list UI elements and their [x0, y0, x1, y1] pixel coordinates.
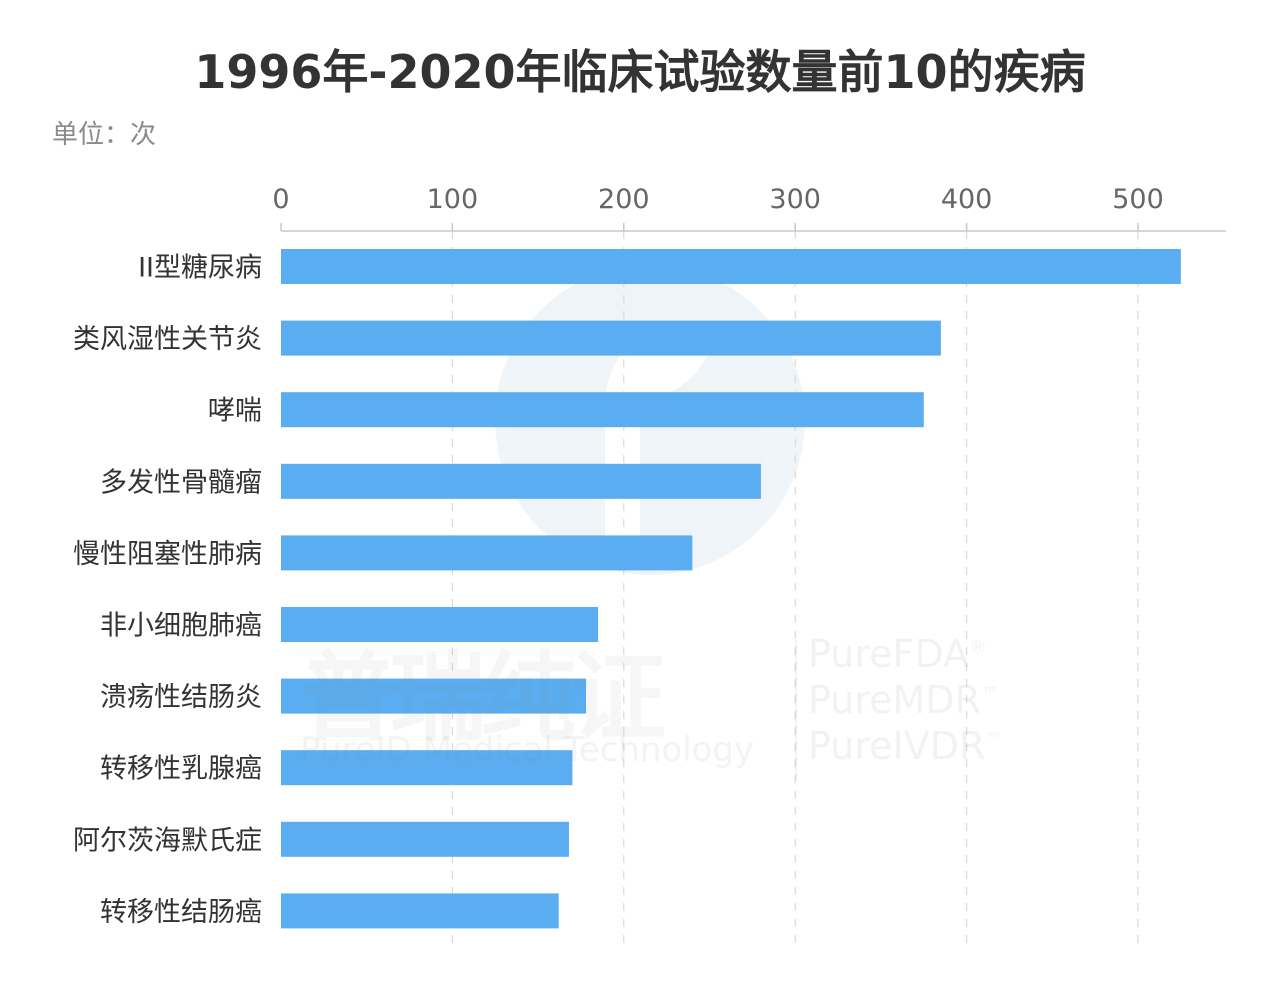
bar — [281, 678, 587, 714]
chart-title: 1996年-2020年临床试验数量前10的疾病 — [194, 45, 1086, 99]
category-label: 转移性乳腺癌 — [100, 754, 262, 785]
x-tick-label: 200 — [598, 184, 650, 215]
category-label: 类风湿性关节炎 — [73, 324, 262, 355]
bar — [281, 893, 559, 929]
bar — [281, 750, 573, 786]
category-label: 溃疡性结肠炎 — [100, 682, 262, 713]
category-label: 慢性阻塞性肺病 — [73, 539, 262, 570]
x-axis: 0 100 200 300 400 500 — [272, 184, 1226, 232]
bar — [281, 249, 1181, 284]
bar — [281, 392, 924, 428]
x-tick-label: 0 — [272, 184, 289, 215]
category-label: 多发性骨髓瘤 — [100, 467, 262, 498]
category-label: 阿尔茨海默氏症 — [73, 825, 262, 856]
bar — [281, 463, 761, 499]
bar — [281, 607, 599, 642]
bar — [281, 821, 569, 857]
bars — [281, 249, 1181, 929]
bar — [281, 535, 693, 571]
category-labels: II型糖尿病类风湿性关节炎哮喘多发性骨髓瘤慢性阻塞性肺病非小细胞肺癌溃疡性结肠炎… — [73, 253, 262, 928]
x-tick-label: 300 — [769, 184, 821, 215]
category-label: 非小细胞肺癌 — [100, 611, 262, 642]
x-tick-label: 500 — [1112, 184, 1164, 215]
category-label: 哮喘 — [208, 396, 262, 427]
category-label: 转移性结肠癌 — [100, 897, 262, 928]
bar — [281, 320, 941, 356]
x-tick-label: 100 — [427, 184, 479, 215]
unit-label: 单位：次 — [52, 120, 157, 150]
category-label: II型糖尿病 — [138, 253, 262, 284]
x-tick-label: 400 — [941, 184, 993, 215]
